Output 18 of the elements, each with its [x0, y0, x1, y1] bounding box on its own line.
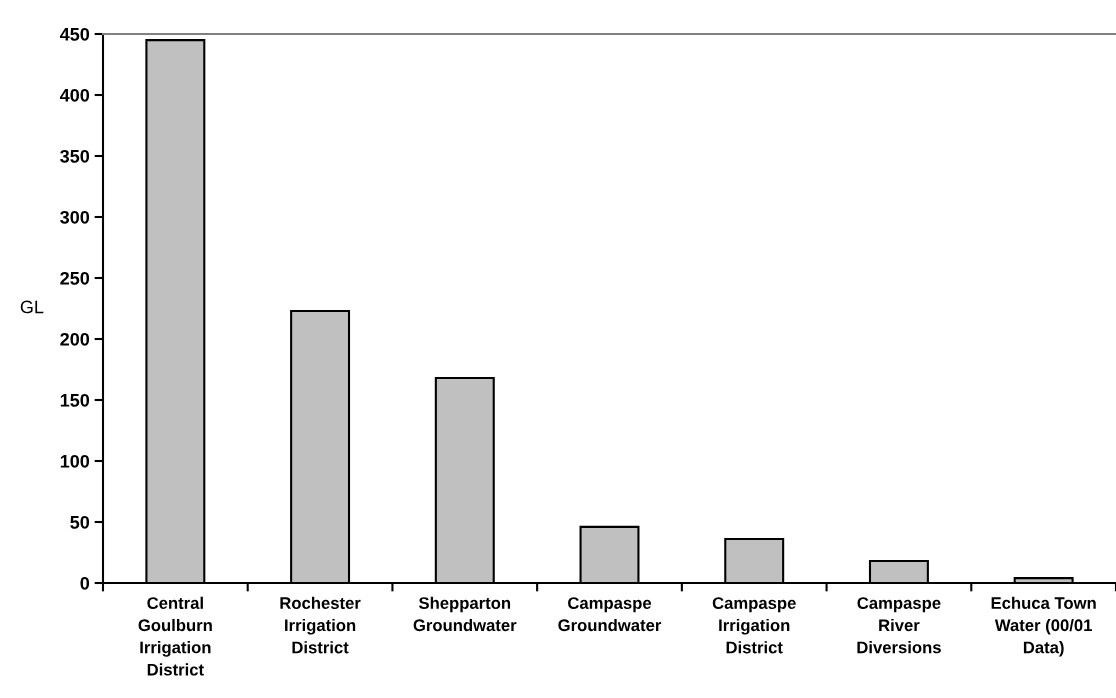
y-tick-label: 400 [59, 88, 90, 102]
x-tick-label: Rochester Irrigation District [280, 596, 361, 654]
x-tick-label: Shepparton Groundwater [413, 596, 517, 632]
y-tick-label: 250 [60, 271, 90, 285]
y-tick-label: 350 [60, 149, 90, 163]
y-tick-label: 300 [60, 210, 90, 224]
x-tick-label: Echuca Town Water (00/01 Data) [991, 596, 1096, 657]
y-tick-label: 0 [80, 576, 90, 590]
x-tick-label: Campaspe Irrigation District [712, 597, 796, 654]
y-tick-label: 200 [60, 332, 90, 346]
x-tick-label: Campaspe River Diversions [857, 597, 941, 654]
y-tick-label: 450 [59, 27, 90, 41]
x-tick-label: Campaspe Groundwater [558, 597, 662, 632]
y-tick-label: 50 [70, 515, 90, 529]
y-tick-label: 150 [60, 393, 90, 407]
x-tick-label: Central Goulburn Irrigation District [138, 596, 212, 676]
y-axis-title: GL [20, 300, 44, 314]
y-tick-label: 100 [60, 454, 90, 468]
